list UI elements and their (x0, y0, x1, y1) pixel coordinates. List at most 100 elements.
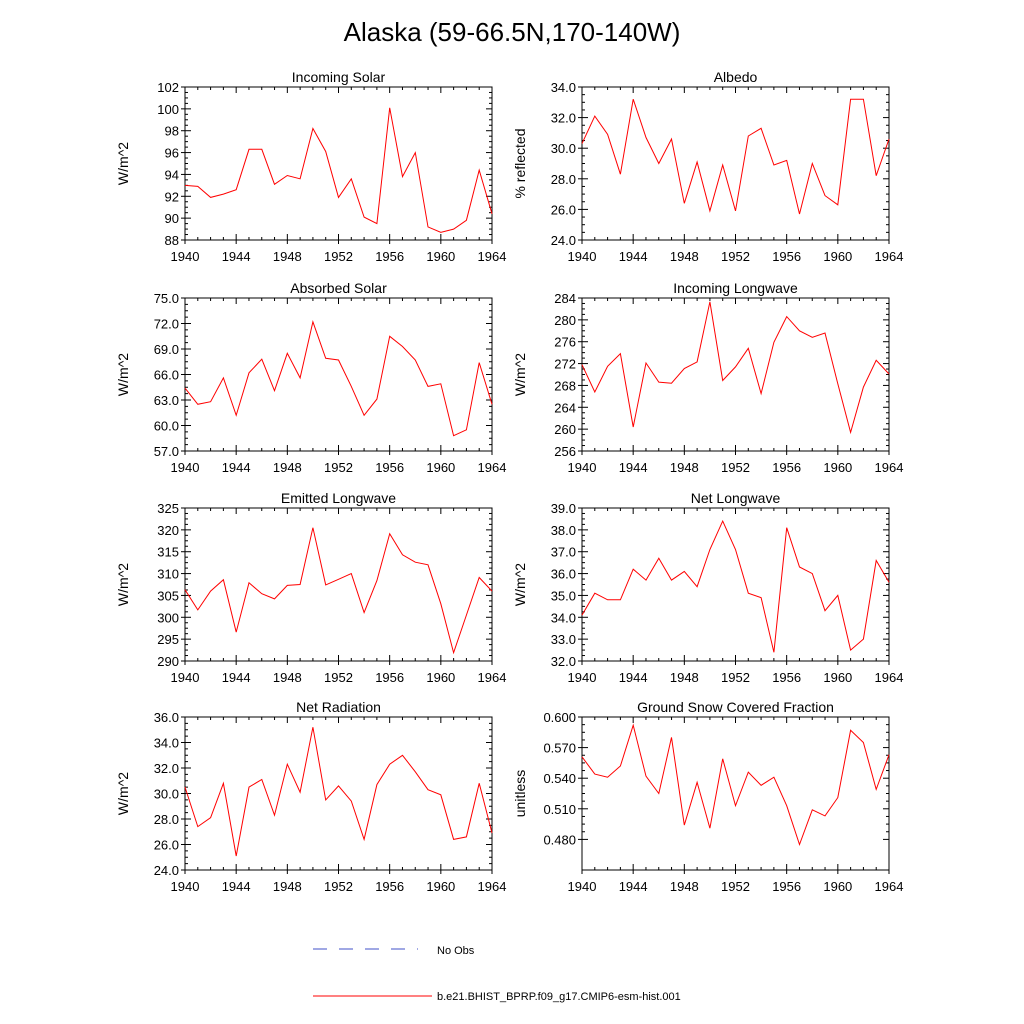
x-tick-label: 1960 (426, 670, 455, 685)
x-tick-label: 1964 (478, 460, 507, 475)
x-tick-label: 1952 (324, 249, 353, 264)
y-axis-label: W/m^2 (512, 563, 528, 606)
y-tick-label: 38.0 (551, 523, 576, 538)
plot-frame (581, 297, 890, 452)
y-tick-label: 72.0 (154, 317, 179, 332)
y-tick-label: 260 (554, 422, 576, 437)
x-tick-label: 1944 (619, 879, 648, 894)
x-tick-label: 1964 (875, 460, 904, 475)
y-tick-label: 96 (165, 146, 179, 161)
y-tick-label: 36.0 (551, 567, 576, 582)
x-tick-label: 1964 (875, 249, 904, 264)
y-tick-label: 268 (554, 378, 576, 393)
x-tick-label: 1948 (670, 460, 699, 475)
x-tick-label: 1940 (171, 460, 200, 475)
series-line (581, 723, 890, 847)
y-axis-label: unitless (512, 770, 528, 817)
x-tick-label: 1964 (478, 670, 507, 685)
x-tick-label: 1952 (721, 249, 750, 264)
x-tick-label: 1952 (324, 460, 353, 475)
x-tick-label: 1956 (375, 879, 404, 894)
series-line (581, 301, 890, 435)
y-tick-label: 30.0 (154, 787, 179, 802)
y-tick-label: 0.570 (543, 741, 576, 756)
panel-title: Ground Snow Covered Fraction (637, 699, 834, 715)
series-line (184, 727, 493, 857)
y-tick-label: 66.0 (154, 368, 179, 383)
y-axis-label: W/m^2 (512, 353, 528, 396)
x-tick-label: 1952 (721, 460, 750, 475)
x-tick-label: 1940 (171, 249, 200, 264)
y-tick-label: 24.0 (154, 863, 179, 878)
y-tick-label: 32.0 (551, 111, 576, 126)
x-tick-label: 1960 (823, 670, 852, 685)
x-tick-label: 1960 (426, 879, 455, 894)
y-tick-label: 32.0 (154, 761, 179, 776)
y-tick-label: 75.0 (154, 291, 179, 306)
y-tick-label: 26.0 (551, 202, 576, 217)
panel-4: Emitted Longwave W/m^2 290 295 300 305 310 315 3… (115, 490, 506, 685)
y-tick-label: 28.0 (154, 812, 179, 827)
panel-title: Absorbed Solar (290, 280, 387, 296)
panel-1: Albedo % reflected 24.0 26.0 28.0 30.0 32.0 34.… (512, 69, 903, 264)
y-axis-label: W/m^2 (115, 142, 131, 185)
x-tick-label: 1956 (375, 460, 404, 475)
x-tick-label: 1948 (273, 879, 302, 894)
series-line (184, 527, 493, 655)
x-tick-label: 1940 (171, 879, 200, 894)
y-tick-label: 92 (165, 189, 179, 204)
y-tick-label: 57.0 (154, 444, 179, 459)
x-tick-label: 1956 (772, 460, 801, 475)
x-tick-label: 1964 (875, 879, 904, 894)
y-tick-label: 88 (165, 233, 179, 248)
x-tick-label: 1956 (375, 249, 404, 264)
x-tick-label: 1940 (568, 670, 597, 685)
y-tick-label: 36.0 (154, 710, 179, 725)
panel-title: Net Radiation (296, 699, 381, 715)
x-tick-label: 1960 (823, 460, 852, 475)
x-tick-label: 1948 (670, 670, 699, 685)
y-tick-label: 305 (157, 588, 179, 603)
x-tick-label: 1964 (875, 670, 904, 685)
y-tick-label: 34.0 (551, 610, 576, 625)
y-tick-label: 280 (554, 313, 576, 328)
x-tick-label: 1944 (619, 460, 648, 475)
x-tick-label: 1940 (568, 879, 597, 894)
y-tick-label: 69.0 (154, 342, 179, 357)
y-tick-label: 33.0 (551, 632, 576, 647)
x-tick-label: 1952 (721, 879, 750, 894)
y-tick-label: 34.0 (551, 80, 576, 95)
y-tick-label: 100 (157, 102, 179, 117)
plot-frame (184, 297, 493, 452)
panel-6: Net Radiation W/m^2 24.0 26.0 28.0 30.0 32.0 34… (115, 699, 506, 894)
panel-2: Absorbed Solar W/m^2 57.0 60.0 63.0 66.0 69.0 7… (115, 280, 506, 475)
y-tick-label: 35.0 (551, 588, 576, 603)
plot-frame (581, 507, 890, 662)
y-tick-label: 0.600 (543, 710, 576, 725)
y-tick-label: 325 (157, 501, 179, 516)
y-axis-label: % reflected (512, 128, 528, 198)
y-tick-label: 284 (554, 291, 576, 306)
panel-5: Net Longwave W/m^2 32.0 33.0 34.0 35.0 36.0 37.… (512, 490, 903, 685)
x-tick-label: 1964 (478, 879, 507, 894)
y-tick-label: 26.0 (154, 838, 179, 853)
panel-3: Incoming Longwave W/m^2 256 260 264 268 272 276… (512, 280, 903, 475)
y-tick-label: 272 (554, 357, 576, 372)
legend-obs-label: No Obs (437, 945, 475, 957)
panels: Incoming Solar W/m^2 88 90 92 94 96 98 100 102 194… (115, 69, 903, 894)
y-tick-label: 37.0 (551, 545, 576, 560)
y-tick-label: 102 (157, 80, 179, 95)
x-tick-label: 1956 (772, 879, 801, 894)
x-tick-label: 1960 (823, 249, 852, 264)
y-tick-label: 264 (554, 400, 576, 415)
series-line (184, 107, 493, 233)
x-tick-label: 1944 (222, 249, 251, 264)
plot-frame (184, 716, 493, 871)
x-tick-label: 1944 (222, 670, 251, 685)
panel-title: Incoming Longwave (673, 280, 798, 296)
x-tick-label: 1948 (273, 670, 302, 685)
x-tick-label: 1940 (171, 670, 200, 685)
y-tick-label: 60.0 (154, 419, 179, 434)
y-axis-label: W/m^2 (115, 772, 131, 815)
y-tick-label: 276 (554, 335, 576, 350)
